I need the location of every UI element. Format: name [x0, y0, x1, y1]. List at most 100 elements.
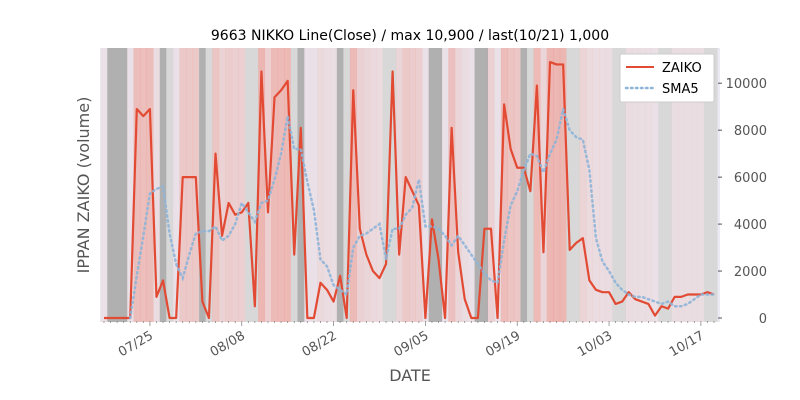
shading-band	[205, 48, 213, 322]
shading-band	[559, 48, 567, 322]
legend-label-sma5: SMA5	[662, 82, 699, 97]
legend: ZAIKO SMA5	[619, 53, 715, 103]
shading-band	[146, 48, 154, 322]
shading-band	[376, 48, 384, 322]
shading-band	[297, 48, 305, 322]
legend-label-zaiko: ZAIKO	[662, 61, 702, 76]
shading-band	[533, 48, 541, 322]
shading-band	[461, 48, 469, 322]
shading-band	[363, 48, 370, 322]
shading-band	[500, 48, 508, 322]
x-tick-label: 08/22	[300, 328, 340, 360]
shading-band	[100, 48, 108, 322]
shading-band	[625, 48, 633, 322]
shading-band	[245, 48, 252, 322]
y-tick-label: 10000	[726, 77, 767, 92]
shading-band	[586, 48, 593, 322]
shading-band	[166, 48, 174, 322]
shading-band	[409, 48, 416, 322]
shading-band	[343, 48, 351, 322]
shading-band	[553, 48, 561, 322]
shading-band	[677, 48, 685, 322]
shading-band	[330, 48, 338, 322]
x-tick-label: 10/03	[575, 328, 615, 360]
shading-band	[579, 48, 587, 322]
y-tick-label: 0	[759, 312, 767, 327]
shading-band	[546, 48, 554, 322]
shading-band	[251, 48, 259, 322]
shading-band	[651, 48, 659, 322]
shading-band	[428, 48, 436, 322]
x-tick-label: 09/05	[391, 328, 431, 360]
y-tick-label: 4000	[734, 218, 767, 233]
shading-band	[704, 48, 712, 322]
shading-band	[323, 48, 331, 322]
x-tick-label: 09/19	[483, 328, 523, 360]
shading-band	[382, 48, 390, 322]
shading-band	[592, 48, 600, 322]
shading-band	[494, 48, 502, 322]
shading-band	[212, 48, 220, 322]
series-line-sma5	[128, 104, 716, 320]
shading-band	[645, 48, 652, 322]
y-axis-label: IPPAN ZAIKO (volume)	[74, 97, 93, 274]
shading-band	[448, 48, 456, 322]
shading-band	[336, 48, 344, 322]
shading-band	[697, 48, 705, 322]
shading-band	[310, 48, 318, 322]
shading-band	[710, 48, 718, 322]
shading-band	[441, 48, 449, 322]
shading-band	[481, 48, 489, 322]
shading-band	[231, 48, 239, 322]
chart-title: 9663 NIKKO Line(Close) / max 10,900 / la…	[211, 28, 609, 44]
x-tick-label: 08/08	[208, 328, 248, 360]
shading-band	[658, 48, 666, 322]
plot-area	[100, 48, 720, 322]
shading-band	[468, 48, 475, 322]
shading-band	[422, 48, 429, 322]
shading-band	[599, 48, 607, 322]
shading-band	[271, 48, 279, 322]
shading-band	[638, 48, 646, 322]
shading-band	[520, 48, 528, 322]
shading-band	[540, 48, 548, 322]
shading-band	[612, 48, 620, 322]
shading-band	[605, 48, 613, 322]
shading-band	[284, 48, 292, 322]
series-line-zaiko	[104, 60, 715, 320]
shading-band	[140, 48, 147, 322]
shading-band	[225, 48, 233, 322]
shading-band	[126, 48, 134, 322]
shading-band	[199, 48, 206, 322]
series-lines	[104, 60, 716, 320]
shading-band	[290, 48, 298, 322]
shading-band	[159, 48, 167, 322]
shading-band	[113, 48, 121, 322]
y-tick-label: 8000	[734, 124, 767, 139]
shading-band	[317, 48, 325, 322]
shading-band	[133, 48, 141, 322]
x-tick-label: 07/25	[116, 328, 156, 360]
shading-band	[356, 48, 364, 322]
shading-band	[513, 48, 521, 322]
shading-band	[120, 48, 128, 322]
shading-band	[618, 48, 626, 322]
shading-band	[238, 48, 246, 322]
shading-band	[454, 48, 462, 322]
shading-band	[671, 48, 679, 322]
x-tick-label: 10/17	[667, 328, 707, 360]
shading-band	[185, 48, 193, 322]
x-axis: 07/25 08/08 08/22 09/05 09/19 10/03 10/17	[103, 321, 715, 360]
shading-band	[691, 48, 698, 322]
shading-band	[395, 48, 403, 322]
shading-band	[218, 48, 226, 322]
shading-band	[435, 48, 443, 322]
shading-band	[172, 48, 180, 322]
shading-band	[349, 48, 357, 322]
shading-band	[664, 48, 672, 322]
shading-band	[369, 48, 377, 322]
shading-band	[258, 48, 265, 322]
shading-band	[507, 48, 515, 322]
shading-band	[632, 48, 639, 322]
